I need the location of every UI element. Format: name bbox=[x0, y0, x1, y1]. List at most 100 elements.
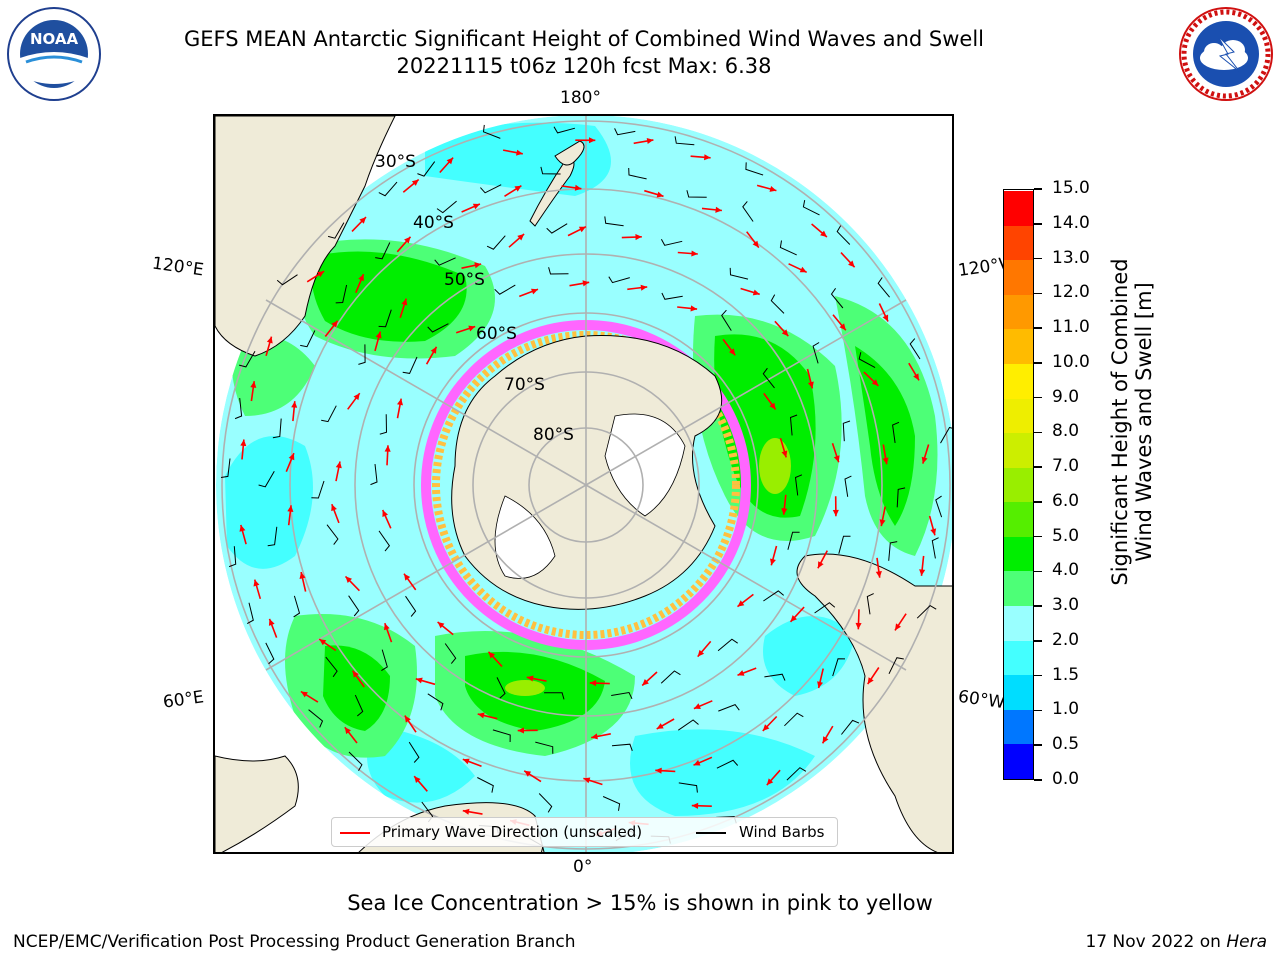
wind-barb bbox=[486, 235, 506, 250]
wind-barb bbox=[348, 751, 363, 772]
wind-barb bbox=[674, 136, 695, 146]
colorbar-segment bbox=[1004, 190, 1033, 226]
wave-arrow-head bbox=[462, 808, 470, 815]
wind-barb bbox=[258, 470, 275, 488]
wave-arrow-head bbox=[635, 234, 642, 241]
wind-barb bbox=[940, 426, 952, 444]
wind-barb bbox=[358, 344, 366, 365]
wave-arrow-head bbox=[855, 622, 862, 630]
wave-arrow-head bbox=[488, 651, 495, 659]
wave-arrow-head bbox=[462, 758, 470, 765]
colorbar-tick-label: 11.0 bbox=[1052, 317, 1090, 338]
wind-barb bbox=[546, 223, 568, 234]
colorbar-title-line2: Wind Waves and Swell [m] bbox=[1132, 282, 1156, 562]
colorbar-segment bbox=[1004, 363, 1033, 399]
colorbar-title-line1: Significant Height of Combined bbox=[1108, 258, 1132, 586]
wave-arrow-head bbox=[766, 778, 774, 786]
wind-barb bbox=[678, 782, 698, 793]
wave-direction-legend-label: Primary Wave Direction (unscaled) bbox=[382, 823, 643, 841]
wind-barb bbox=[660, 238, 683, 246]
wave-arrow-head bbox=[737, 600, 745, 607]
wind-barb bbox=[716, 759, 739, 769]
colorbar-tick bbox=[1034, 327, 1042, 329]
wave-arrow-head bbox=[574, 184, 582, 191]
wave-arrow-head bbox=[404, 573, 411, 581]
wave-arrow-head bbox=[397, 398, 403, 406]
colorbar-tick-label: 14.0 bbox=[1052, 212, 1090, 233]
wave-arrow-head bbox=[415, 677, 423, 684]
colorbar-tick bbox=[1034, 779, 1042, 781]
wave-arrow-head bbox=[404, 236, 411, 244]
wind-barb bbox=[326, 524, 339, 545]
wind-barb bbox=[348, 595, 360, 617]
wind-barb bbox=[916, 604, 937, 619]
wave-arrow-head bbox=[817, 681, 823, 689]
wave-arrow-head bbox=[690, 305, 698, 312]
wave-arrow-head bbox=[517, 234, 525, 241]
wave-arrow-head bbox=[848, 260, 855, 268]
wave-arrow-head bbox=[582, 280, 590, 287]
wind-barb bbox=[417, 161, 436, 177]
colorbar-tick-label: 4.0 bbox=[1052, 560, 1080, 581]
wind-barb bbox=[838, 535, 851, 554]
wave-arrow-head bbox=[752, 289, 760, 296]
wind-barb bbox=[896, 487, 906, 508]
colorbar-segment bbox=[1004, 432, 1033, 468]
colorbar-segment bbox=[1004, 536, 1033, 572]
wind-barb bbox=[276, 274, 298, 286]
wave-arrow-head bbox=[239, 524, 246, 532]
wave-arrow-head bbox=[642, 679, 649, 686]
wave-arrow-head bbox=[411, 179, 419, 186]
lon-label-180: 180° bbox=[560, 88, 601, 108]
colorbar-tick bbox=[1034, 257, 1042, 260]
wind-barb bbox=[370, 464, 378, 486]
wave-arrow-head bbox=[704, 154, 711, 161]
wave-arrow-head bbox=[930, 528, 937, 536]
colorbar-title: Significant Height of Combined Wind Wave… bbox=[1098, 175, 1170, 675]
wind-barbs bbox=[220, 124, 952, 852]
wind-barb bbox=[931, 537, 939, 559]
wind-barb bbox=[293, 595, 301, 618]
wind-barb bbox=[762, 367, 775, 389]
colorbar-tick bbox=[1034, 709, 1042, 712]
lon-label-60w: 60°W bbox=[956, 686, 1007, 714]
wind-barb bbox=[611, 743, 633, 751]
wave-arrow-head bbox=[384, 623, 390, 631]
wind-barb bbox=[477, 777, 494, 793]
wave-arrow-head bbox=[919, 569, 926, 576]
colorbar-segment bbox=[1004, 674, 1033, 710]
wind-barb bbox=[729, 267, 749, 280]
wind-barb bbox=[311, 480, 325, 499]
wave-arrow-head bbox=[317, 271, 325, 278]
colorbar-tick bbox=[1034, 570, 1042, 573]
footer-date-text: 17 Nov 2022 on bbox=[1085, 932, 1227, 952]
wave-arrow-head bbox=[691, 802, 699, 809]
wave-arrow-head bbox=[591, 733, 598, 740]
wind-barb bbox=[836, 225, 851, 245]
wave-arrow-head bbox=[921, 456, 928, 464]
wind-barb bbox=[544, 692, 565, 700]
wave-arrow-head bbox=[913, 373, 919, 381]
wave-arrow-head bbox=[474, 262, 482, 269]
wave-arrow-head bbox=[291, 401, 298, 408]
wave-arrow-head bbox=[414, 776, 421, 783]
sea-ice-note: Sea Ice Concentration > 15% is shown in … bbox=[347, 891, 933, 915]
wind-barb bbox=[228, 546, 237, 568]
wind-barb bbox=[812, 342, 820, 364]
map-canvas bbox=[215, 116, 952, 852]
lat-label-70s: 70°S bbox=[504, 375, 545, 395]
wave-arrow-head bbox=[879, 519, 886, 527]
wave-arrow-head bbox=[822, 736, 829, 744]
colorbar-tick-label: 9.0 bbox=[1052, 386, 1080, 407]
wind-barb bbox=[405, 595, 417, 617]
wave-arrow-head bbox=[526, 675, 534, 682]
wave-arrow-head bbox=[352, 670, 359, 678]
colorbar-tick bbox=[1034, 188, 1042, 190]
colorbar-tick-label: 1.0 bbox=[1052, 699, 1080, 720]
wave-arrow-head bbox=[769, 186, 777, 192]
wind-barb bbox=[494, 284, 516, 295]
wind-barb bbox=[321, 405, 337, 423]
wave-arrow-head bbox=[358, 274, 364, 282]
wave-arrow-head bbox=[319, 639, 327, 646]
map-panel[interactable] bbox=[213, 114, 954, 854]
